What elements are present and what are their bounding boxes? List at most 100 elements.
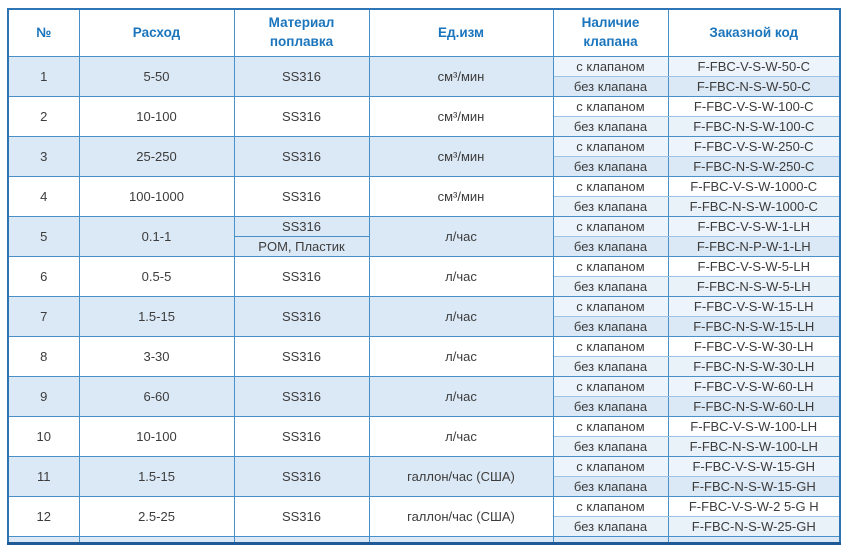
cell-number: 3 [7,136,80,177]
table-row: POM, Пластик без клапана F-FBC-N-P-W-1-L… [8,236,841,257]
cell-number: 8 [7,336,80,377]
cell-flow: 100-1000 [78,176,235,217]
cell-material: SS316 [233,96,370,137]
cell-unit: л/час [368,296,554,337]
cell-valve-with: с клапаном [552,336,669,357]
table-row: без клапана F-FBC-N-S-W-100-C [8,116,841,137]
cell-number: 12 [7,496,80,537]
cell-valve-without: без клапана [552,236,669,257]
table-row: 10 10-100 SS316 л/час с клапаном F-FBC-V… [7,416,841,457]
cell-flow: 6-60 [78,376,235,417]
table-row: 8 3-30 SS316 л/час с клапаном F-FBC-V-S-… [7,336,841,377]
cell-valve-with: с клапаном [552,496,669,517]
header-number: № [7,8,80,57]
partial-cell [368,536,554,544]
table-row: без клапана F-FBC-N-S-W-30-LH [8,356,841,377]
cell-code-without: F-FBC-N-S-W-15-GH [667,476,841,497]
cell-flow: 3-30 [78,336,235,377]
cell-material: SS316 [233,176,370,217]
cell-unit: л/час [368,256,554,297]
cell-flow: 0.1-1 [78,216,235,257]
cell-valve-without: без клапана [552,76,669,97]
table-row: 11 1.5-15 SS316 галлон/час (США) с клапа… [7,456,841,497]
partial-cell [7,536,80,544]
cell-code-without: F-FBC-N-S-W-250-C [667,156,841,177]
cell-valve-without: без клапана [552,276,669,297]
table-row: 7 1.5-15 SS316 л/час с клапаном F-FBC-V-… [7,296,841,337]
cell-code-with: F-FBC-V-S-W-2 5-G H [667,496,841,517]
table-row: без клапана F-FBC-N-S-W-60-LH [8,396,841,417]
cell-code-with: F-FBC-V-S-W-30-LH [667,336,841,357]
cell-code-without: F-FBC-N-S-W-1000-C [667,196,841,217]
cell-valve-without: без клапана [552,356,669,377]
cell-code-without: F-FBC-N-P-W-1-LH [667,236,841,257]
flowmeter-spec-table: № Расход Материал поплавка Ед.изм Наличи… [7,8,841,545]
cell-valve-with: с клапаном [552,256,669,277]
cell-code-with: F-FBC-V-S-W-100-C [667,96,841,117]
cell-code-without: F-FBC-N-S-W-100-C [667,116,841,137]
cell-unit: см³/мин [368,96,554,137]
cell-number: 1 [7,56,80,97]
cell-code-without: F-FBC-N-S-W-15-LH [667,316,841,337]
partial-cell [552,536,669,544]
cell-material: SS316 [233,256,370,297]
cell-code-with: F-FBC-V-S-W-15-GH [667,456,841,477]
table-row: 3 25-250 SS316 см³/мин с клапаном F-FBC-… [7,136,841,177]
table-row: 12 2.5-25 SS316 галлон/час (США) с клапа… [7,496,841,537]
cell-material: SS316 [233,136,370,177]
cell-number: 11 [7,456,80,497]
cell-valve-with: с клапаном [552,176,669,197]
cell-valve-with: с клапаном [552,376,669,397]
cell-number: 7 [7,296,80,337]
header-valve-presence: Наличие клапана [552,8,669,57]
cell-valve-without: без клапана [552,436,669,457]
cell-valve-without: без клапана [552,196,669,217]
cell-unit: л/час [368,416,554,457]
table-row: 1 5-50 SS316 см³/мин с клапаном F-FBC-V-… [7,56,841,97]
table-row: без клапана F-FBC-N-S-W-5-LH [8,276,841,297]
header-unit: Ед.изм [368,8,554,57]
cell-unit: см³/мин [368,56,554,97]
cell-unit: см³/мин [368,136,554,177]
cell-flow: 10-100 [78,96,235,137]
cell-valve-without: без клапана [552,156,669,177]
table-row: без клапана F-FBC-N-S-W-15-GH [8,476,841,497]
cell-valve-without: без клапана [552,476,669,497]
partial-row [7,536,841,544]
cell-code-without: F-FBC-N-S-W-60-LH [667,396,841,417]
cell-flow: 2.5-25 [78,496,235,537]
cell-number: 4 [7,176,80,217]
partial-cell [78,536,235,544]
cell-unit: л/час [368,336,554,377]
cell-valve-with: с клапаном [552,216,669,237]
cell-valve-with: с клапаном [552,56,669,77]
cell-material: SS316 [233,56,370,97]
cell-flow: 0.5-5 [78,256,235,297]
cell-valve-without: без клапана [552,316,669,337]
cell-flow: 1.5-15 [78,456,235,497]
cell-valve-without: без клапана [552,516,669,537]
cell-unit: см³/мин [368,176,554,217]
cell-flow: 5-50 [78,56,235,97]
cell-unit: галлон/час (США) [368,496,554,537]
cell-code-without: F-FBC-N-S-W-50-C [667,76,841,97]
cell-number: 6 [7,256,80,297]
cell-code-with: F-FBC-V-S-W-15-LH [667,296,841,317]
cell-code-with: F-FBC-V-S-W-1-LH [667,216,841,237]
cell-valve-with: с клапаном [552,296,669,317]
cell-material: SS316 [233,416,370,457]
cell-code-without: F-FBC-N-S-W-25-GH [667,516,841,537]
header-row: № Расход Материал поплавка Ед.изм Наличи… [7,8,841,57]
cell-material: SS316 [233,296,370,337]
cell-material: SS316 [233,456,370,497]
cell-code-with: F-FBC-V-S-W-100-LH [667,416,841,437]
partial-cell [233,536,370,544]
cell-code-without: F-FBC-N-S-W-100-LH [667,436,841,457]
cell-material-bottom: POM, Пластик [233,236,370,257]
header-float-material: Материал поплавка [233,8,370,57]
cell-number: 2 [7,96,80,137]
table-row: 4 100-1000 SS316 см³/мин с клапаном F-FB… [7,176,841,217]
cell-material: SS316 [233,376,370,417]
cell-code-with: F-FBC-V-S-W-1000-C [667,176,841,197]
cell-valve-with: с клапаном [552,456,669,477]
